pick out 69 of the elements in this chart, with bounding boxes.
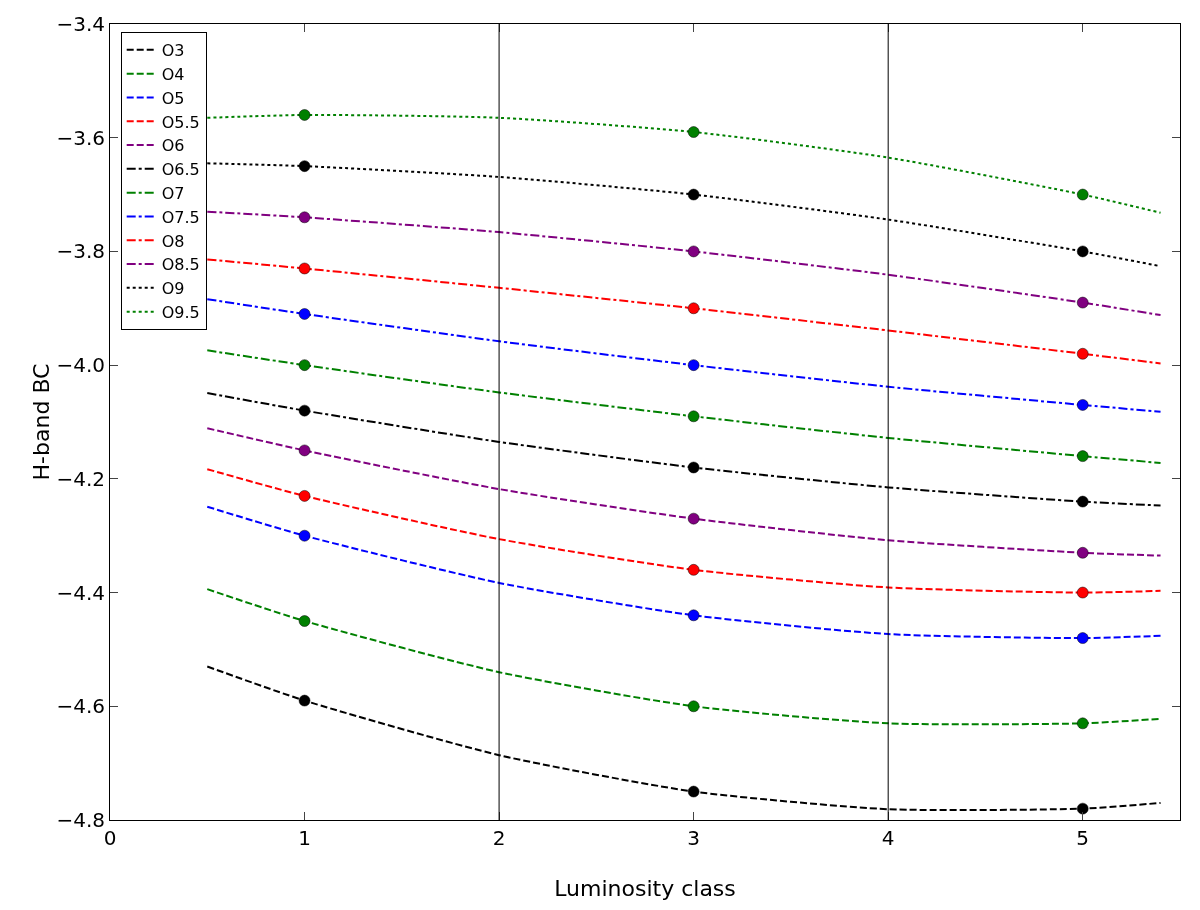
- line-series: [206, 210, 1162, 317]
- point: [298, 615, 311, 627]
- point: [298, 109, 311, 121]
- point: [298, 211, 311, 224]
- point: [1076, 450, 1089, 462]
- point: [1076, 632, 1089, 644]
- y-tick-label: −4.8: [56, 808, 105, 832]
- point: [1076, 495, 1089, 508]
- point: [298, 308, 311, 320]
- point: [687, 785, 700, 798]
- legend-label: O8.5: [161, 255, 200, 275]
- legend-label: O6: [161, 136, 185, 156]
- point: [687, 564, 700, 576]
- legend-label: O7: [161, 183, 185, 203]
- legend-label: O9: [161, 279, 185, 299]
- legend-label: O7.5: [161, 207, 200, 227]
- point: [687, 302, 700, 315]
- legend-label: O8: [161, 231, 185, 251]
- legend-label: O9.5: [161, 302, 200, 322]
- point: [1076, 399, 1089, 411]
- point: [1076, 245, 1089, 258]
- line-series: [206, 427, 1162, 557]
- point: [1076, 717, 1089, 730]
- y-tick-label: −4.4: [56, 580, 105, 605]
- point: [687, 700, 700, 713]
- point: [1076, 348, 1089, 360]
- point: [298, 262, 311, 275]
- line-series: [206, 349, 1162, 464]
- x-axis-title: Luminosity class: [554, 876, 736, 901]
- point: [1076, 586, 1089, 599]
- x-tick-label: 5: [1076, 826, 1090, 850]
- y-tick-label: −4.0: [56, 353, 105, 378]
- point: [687, 609, 700, 622]
- x-tick-label: 4: [881, 826, 895, 850]
- point: [298, 160, 311, 172]
- x-tick-label: 0: [103, 826, 117, 850]
- point: [687, 461, 700, 474]
- point: [687, 512, 700, 525]
- point: [687, 126, 700, 138]
- line-series: [206, 258, 1162, 365]
- y-tick-label: −3.8: [56, 239, 105, 264]
- point: [298, 490, 311, 502]
- x-tick-label: 1: [298, 826, 311, 850]
- point: [1076, 188, 1089, 201]
- point: [1076, 296, 1089, 309]
- point: [687, 188, 700, 201]
- legend-label: O3: [161, 41, 185, 61]
- point: [298, 694, 311, 707]
- point: [298, 359, 311, 371]
- point: [687, 245, 700, 258]
- y-tick-label: −3.6: [56, 125, 105, 150]
- point: [687, 410, 700, 423]
- line-series: [206, 298, 1162, 413]
- legend-label: O5: [161, 88, 185, 108]
- y-axis-title: H-band BC: [29, 363, 55, 481]
- y-tick-label: −3.4: [56, 12, 105, 36]
- legend-label: O4: [161, 64, 185, 84]
- point: [1076, 802, 1089, 815]
- point: [298, 444, 311, 457]
- point: [298, 404, 311, 417]
- y-tick-label: −4.2: [56, 466, 105, 491]
- legend-label: O5.5: [161, 112, 200, 132]
- x-tick-label: 3: [687, 826, 701, 850]
- y-tick-label: −4.6: [56, 694, 105, 719]
- x-tick-label: 2: [492, 826, 506, 850]
- point: [298, 529, 311, 542]
- point: [687, 359, 700, 371]
- point: [1076, 547, 1089, 559]
- legend-label: O6.5: [161, 160, 200, 180]
